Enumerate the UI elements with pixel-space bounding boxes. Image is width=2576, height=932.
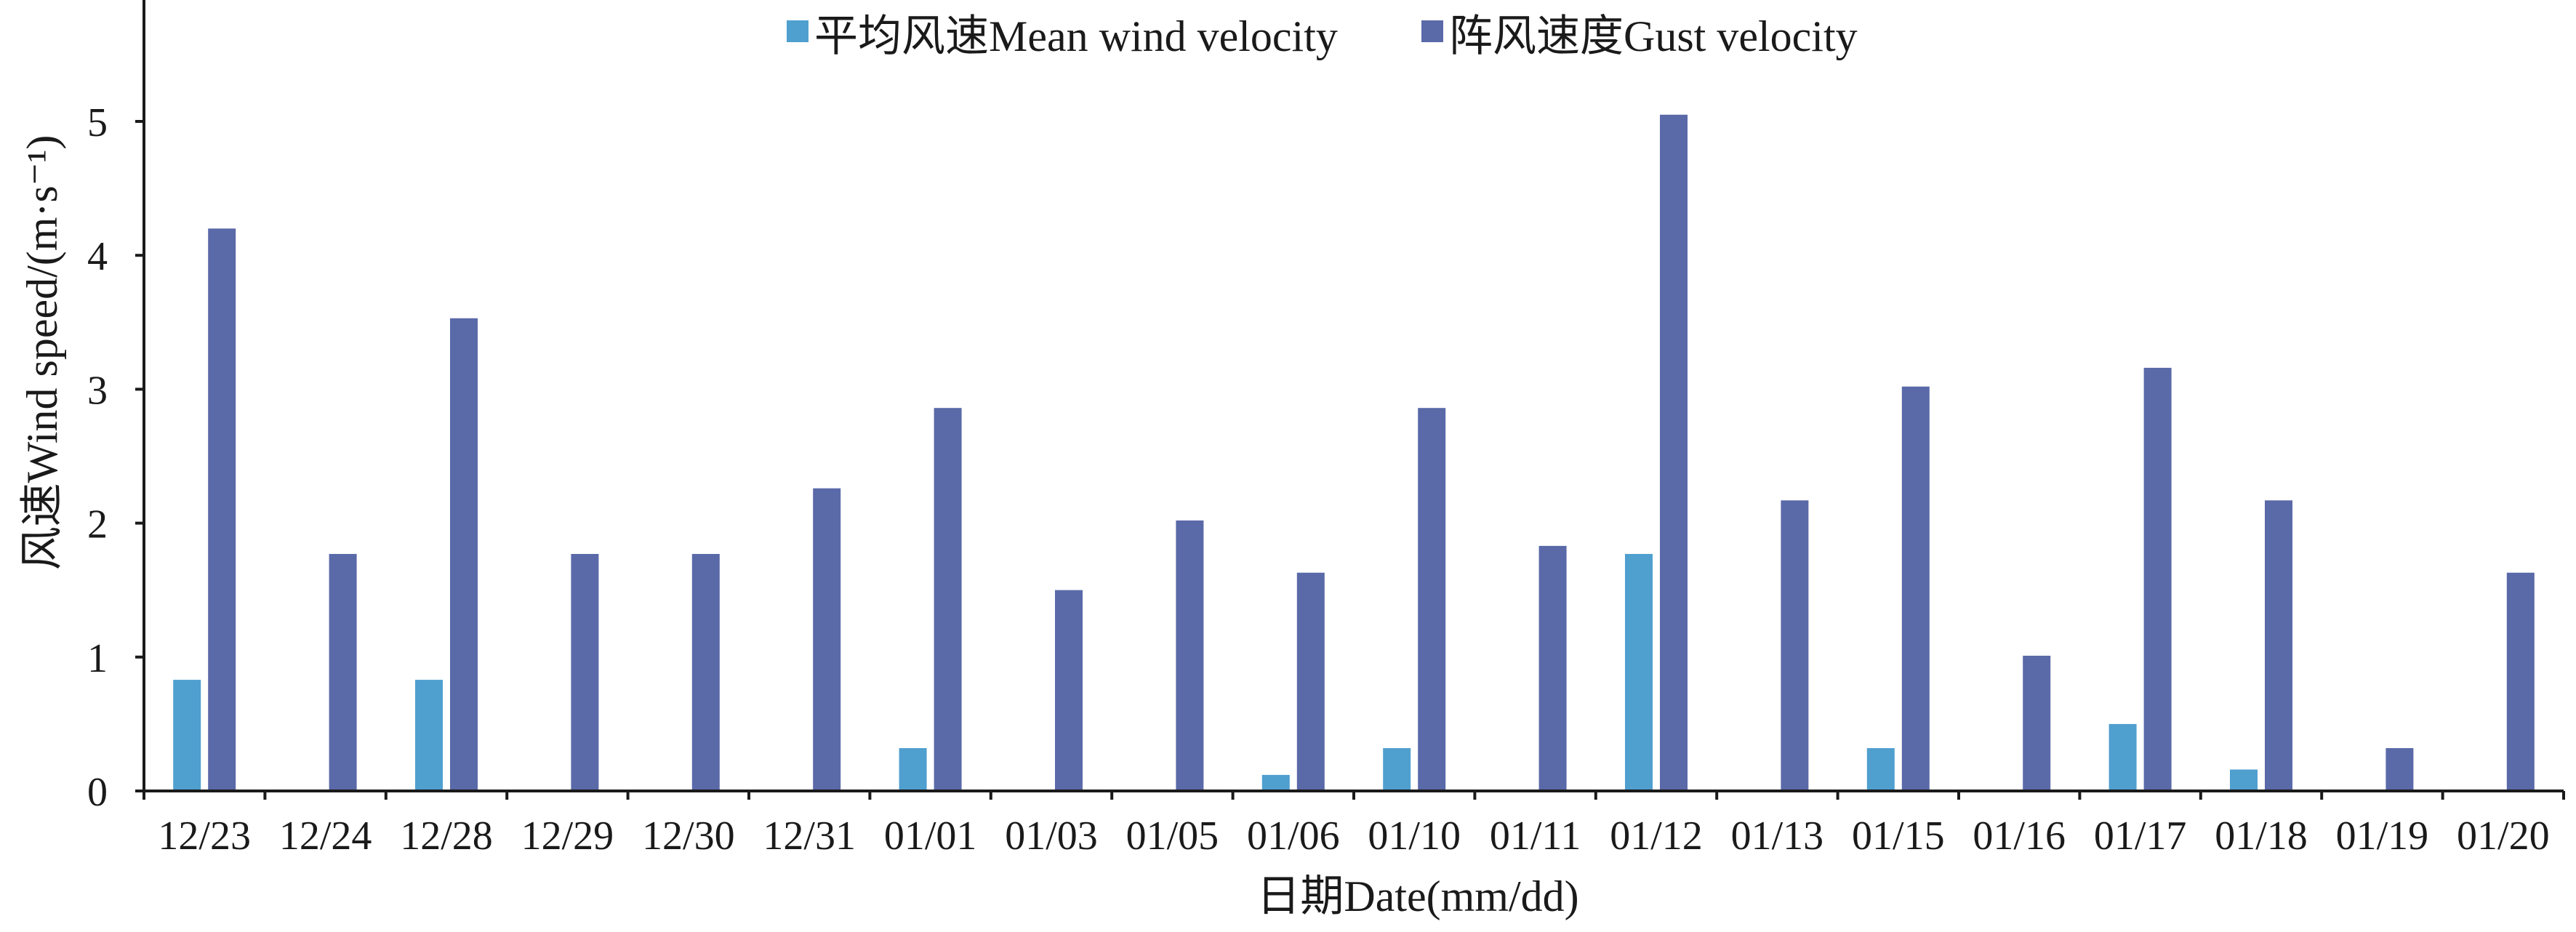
bar-gust-12-24	[329, 553, 357, 791]
x-axis-title: 日期Date(mm/dd)	[1256, 872, 1578, 920]
x-tick-label: 01/01	[884, 814, 977, 859]
bar-gust-01-13	[1781, 500, 1809, 791]
x-tick-label: 01/11	[1490, 814, 1581, 859]
legend: 平均风速Mean wind velocity 阵风速度Gust velocity	[787, 12, 1858, 60]
y-ticks-group: 0 1 2 3 4 5	[87, 100, 144, 815]
x-tick-label: 01/06	[1247, 814, 1340, 859]
bar-gust-01-17	[2143, 367, 2172, 792]
bar-gust-12-31	[813, 488, 841, 791]
x-tick-label: 01/17	[2094, 814, 2187, 859]
y-tick-label: 1	[87, 636, 108, 681]
bar-mean-01-12	[1625, 553, 1653, 791]
bar-gust-01-06	[1296, 572, 1325, 791]
bar-gust-12-30	[691, 553, 720, 791]
legend-swatch-gust	[1421, 20, 1443, 42]
x-tick-label: 01/13	[1731, 814, 1824, 859]
y-tick-label: 4	[87, 234, 108, 279]
y-tick-label: 2	[87, 502, 108, 547]
bar-gust-12-23	[208, 228, 236, 791]
bar-mean-01-01	[899, 748, 927, 791]
x-tick-label: 12/24	[279, 814, 372, 859]
y-tick-label: 0	[87, 770, 108, 815]
bar-gust-01-20	[2506, 572, 2535, 791]
bar-mean-01-15	[1866, 748, 1895, 791]
bar-gust-01-03	[1055, 590, 1083, 791]
legend-label-gust: 阵风速度Gust velocity	[1449, 12, 1858, 60]
bar-mean-01-18	[2230, 769, 2258, 791]
y-tick-label: 3	[87, 368, 108, 413]
bar-gust-01-01	[934, 408, 962, 791]
x-tick-label: 01/18	[2215, 814, 2308, 859]
bars-group	[173, 114, 2535, 792]
bar-gust-01-12	[1660, 114, 1688, 792]
bar-gust-01-18	[2265, 500, 2292, 791]
bar-gust-01-11	[1538, 545, 1567, 791]
y-tick-label: 5	[87, 100, 108, 145]
bar-gust-01-15	[1901, 386, 1930, 791]
bar-gust-01-05	[1176, 520, 1204, 791]
legend-label-mean: 平均风速Mean wind velocity	[814, 12, 1338, 60]
bar-mean-01-06	[1261, 774, 1290, 791]
x-tick-label: 12/28	[400, 814, 493, 859]
y-axis-title: 风速Wind speed/(m·s⁻¹)	[18, 135, 66, 571]
x-tick-label: 01/05	[1126, 814, 1219, 859]
x-tick-label: 01/10	[1368, 814, 1461, 859]
x-tick-label: 12/23	[158, 814, 251, 859]
x-tick-label: 12/29	[521, 814, 614, 859]
bar-gust-01-19	[2386, 748, 2414, 791]
x-tick-label: 12/31	[763, 814, 856, 859]
bar-gust-01-10	[1418, 408, 1446, 791]
x-tick-label: 01/19	[2336, 814, 2429, 859]
bar-gust-01-16	[2023, 655, 2051, 791]
bar-mean-12-28	[415, 680, 443, 791]
x-tick-label: 01/20	[2457, 814, 2550, 859]
x-tick-label: 12/30	[642, 814, 735, 859]
x-tick-label: 01/15	[1852, 814, 1945, 859]
x-ticks-group: 12/23 12/24 12/28 12/29 12/30 12/31 01/01 01/03…	[143, 791, 2565, 859]
bar-gust-12-28	[450, 318, 478, 791]
x-tick-label: 01/12	[1610, 814, 1703, 859]
x-tick-label: 01/03	[1005, 814, 1098, 859]
bar-mean-12-23	[173, 680, 201, 791]
bar-mean-01-17	[2108, 723, 2137, 791]
legend-swatch-mean	[787, 20, 808, 42]
bar-gust-12-29	[571, 553, 599, 791]
bar-mean-01-10	[1383, 748, 1411, 791]
x-tick-label: 01/16	[1973, 814, 2066, 859]
